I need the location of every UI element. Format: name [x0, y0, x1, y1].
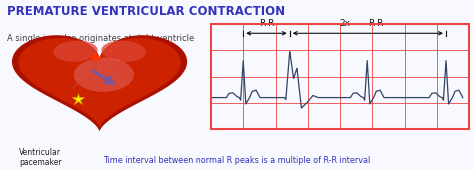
Ellipse shape [101, 40, 146, 62]
Text: PREMATURE VENTRICULAR CONTRACTION: PREMATURE VENTRICULAR CONTRACTION [7, 5, 285, 18]
Text: A single impulse originates at right ventricle: A single impulse originates at right ven… [7, 34, 194, 43]
Text: 2x: 2x [339, 19, 350, 28]
Polygon shape [12, 35, 187, 132]
Text: R-R: R-R [259, 19, 274, 28]
Text: Ventricular
pacemaker: Ventricular pacemaker [19, 148, 62, 167]
Polygon shape [18, 38, 181, 127]
Ellipse shape [73, 58, 134, 92]
Text: Time interval between normal R peaks is a multiple of R-R interval: Time interval between normal R peaks is … [103, 156, 371, 165]
Text: R-R: R-R [368, 19, 383, 28]
Ellipse shape [53, 40, 98, 62]
